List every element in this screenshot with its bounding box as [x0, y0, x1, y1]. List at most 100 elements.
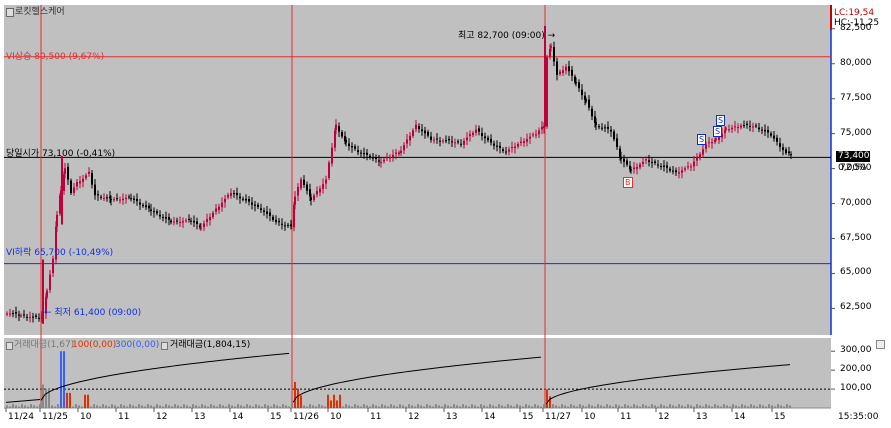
volume-bar — [771, 405, 773, 408]
candle-body — [97, 194, 99, 196]
volume-bar — [510, 405, 512, 408]
volume-bar — [741, 404, 743, 408]
volume-bar — [429, 405, 431, 408]
volume-bar — [9, 406, 11, 408]
candle-body — [153, 211, 155, 213]
candle-body — [415, 124, 417, 130]
sell-marker[interactable]: S — [716, 115, 726, 126]
volume-bar — [243, 406, 245, 408]
volume-bar — [168, 405, 170, 408]
price-panel[interactable] — [4, 5, 831, 335]
volume-bar — [282, 404, 284, 408]
candle-body — [687, 166, 689, 168]
volume-bar — [435, 404, 437, 408]
volume-bar — [342, 406, 344, 408]
volume-bar — [672, 405, 674, 408]
volume-bar — [588, 404, 590, 408]
sell-marker[interactable]: S — [713, 126, 723, 137]
volume-bar — [624, 404, 626, 408]
volume-bar — [639, 406, 641, 408]
candle-body — [20, 315, 22, 317]
volume-bar — [561, 404, 563, 408]
candle-body — [636, 166, 638, 169]
candle-body — [380, 161, 382, 163]
volume-bar — [81, 406, 83, 408]
volume-bar — [612, 406, 614, 408]
volume-bar — [483, 405, 485, 408]
volume-bar — [438, 405, 440, 408]
volume-bar — [441, 406, 443, 408]
price-tick-label: 80,000 — [840, 57, 872, 68]
candle-body — [328, 162, 330, 179]
volume-tick-label: 300,00 — [840, 345, 872, 356]
candle-body — [743, 125, 745, 127]
candle-body — [316, 190, 318, 195]
volume-bar — [426, 404, 428, 408]
candle-body — [136, 198, 138, 202]
volume-bar — [633, 404, 635, 408]
volume-bar — [495, 406, 497, 408]
time-axis-label: 10 — [584, 412, 596, 422]
volume-bar — [540, 406, 542, 408]
volume-bar — [711, 406, 713, 408]
volume-legend-icon[interactable] — [6, 342, 13, 350]
candle-body — [403, 145, 405, 151]
volume-bar — [369, 406, 371, 408]
candle-body — [502, 149, 504, 152]
volume-bar — [408, 404, 410, 408]
volume-bar — [531, 406, 533, 408]
price-tick-label: 65,000 — [840, 267, 872, 278]
candle-body — [529, 136, 531, 139]
volume-bar — [780, 405, 782, 408]
volume-bar — [444, 404, 446, 408]
time-axis-label: 14 — [484, 412, 496, 422]
volume-bar — [465, 405, 467, 408]
candle-body — [699, 154, 701, 159]
candle-body — [581, 89, 583, 96]
volume-bar — [213, 405, 215, 408]
time-axis-label: 11 — [370, 412, 382, 422]
volume-bar — [681, 405, 683, 408]
volume-bar — [264, 404, 266, 408]
candle-body — [565, 66, 567, 71]
collapse-icon[interactable] — [6, 8, 14, 17]
candle-body — [29, 317, 31, 319]
candle-body — [281, 223, 283, 225]
volume-bar — [678, 404, 680, 408]
volume-bar — [63, 351, 65, 408]
volume-bar — [684, 406, 686, 408]
volume-bar — [396, 406, 398, 408]
candle-body — [619, 148, 621, 157]
candle-body — [224, 198, 226, 203]
volume-bar — [654, 405, 656, 408]
candle-body — [693, 161, 695, 167]
volume-legend-s3-icon[interactable] — [161, 342, 168, 350]
volume-legend-name: 거래대금(1,67) — [14, 340, 75, 350]
volume-bar — [786, 404, 788, 408]
volume-bar — [489, 404, 491, 408]
volume-bar — [555, 405, 557, 408]
sell-marker[interactable]: S — [697, 134, 707, 145]
candle-body — [705, 144, 707, 149]
volume-bar — [513, 406, 515, 408]
volume-bar — [204, 405, 206, 408]
candle-body — [322, 183, 324, 189]
candle-body — [532, 134, 534, 136]
candle-body — [284, 225, 286, 227]
candle-body — [239, 196, 241, 199]
candle-body — [76, 181, 78, 187]
volume-bar — [234, 406, 236, 408]
price-tick-label: 62,500 — [840, 302, 872, 313]
candle-body — [764, 129, 766, 132]
volume-bar — [174, 404, 176, 408]
volume-bar — [291, 404, 293, 408]
volume-bar — [351, 406, 353, 408]
candle-body — [505, 151, 507, 153]
candle-body — [454, 142, 456, 144]
volume-bar — [321, 405, 323, 408]
vi-down-label: VI하락 65,700 (-10,49%) — [6, 248, 114, 258]
panel-collapse-icon[interactable] — [876, 340, 885, 349]
candle-body — [675, 170, 677, 173]
volume-bar — [183, 404, 185, 408]
buy-marker[interactable]: B — [623, 177, 633, 188]
